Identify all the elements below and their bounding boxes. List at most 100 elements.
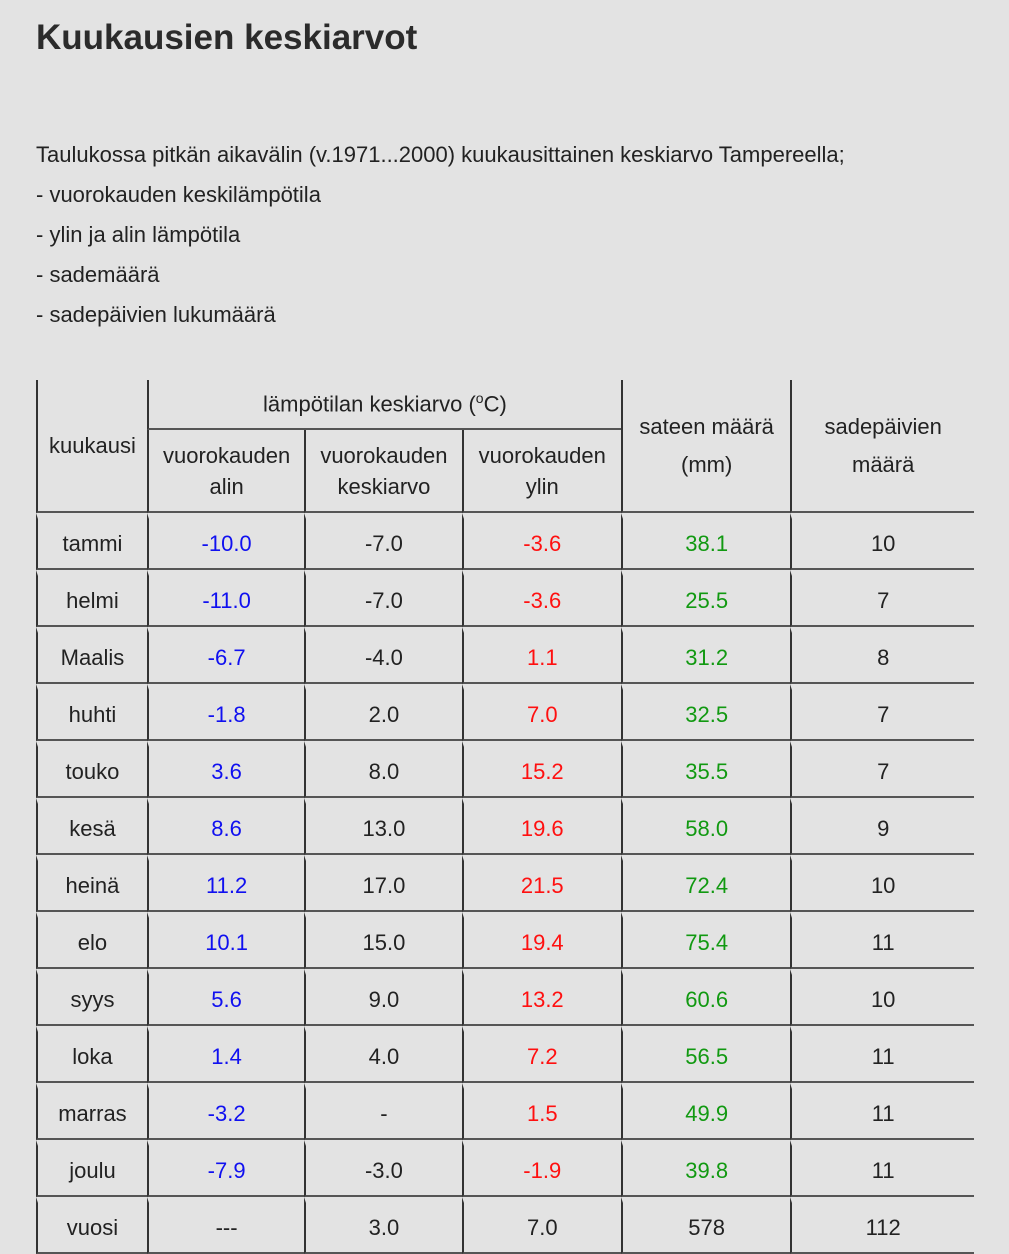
cell-avg: -7.0 <box>304 513 462 570</box>
cell-days: 10 <box>790 855 974 912</box>
cell-min: -3.2 <box>146 1083 305 1140</box>
climate-table: kuukausi lämpötilan keskiarvo (oC) satee… <box>36 380 974 1254</box>
table-row: marras -3.2-1.5 49.9 11 <box>36 1083 974 1140</box>
header-month: kuukausi <box>36 380 147 513</box>
cell-max: 7.2 <box>461 1026 621 1083</box>
cell-days: 10 <box>790 513 974 570</box>
cell-max: -1.9 <box>461 1140 621 1197</box>
cell-avg: 15.0 <box>304 912 462 969</box>
cell-month: vuosi <box>36 1197 147 1254</box>
cell-month: huhti <box>36 684 147 741</box>
cell-min: -6.7 <box>146 627 305 684</box>
cell-rain: 578 <box>620 1197 791 1254</box>
table-row: kesä 8.6 13.0 19.6 58.0 9 <box>36 798 974 855</box>
cell-min: 3.6 <box>146 741 305 798</box>
cell-days: 7 <box>790 684 974 741</box>
cell-days: 112 <box>790 1197 974 1254</box>
cell-max: 1.1 <box>461 627 621 684</box>
cell-days: 7 <box>790 741 974 798</box>
cell-rain: 75.4 <box>620 912 791 969</box>
table-row: Maalis -6.7 -4.0 1.1 31.2 8 <box>36 627 974 684</box>
cell-max: 13.2 <box>461 969 621 1026</box>
cell-avg: -3.0 <box>304 1140 462 1197</box>
cell-min: 11.2 <box>146 855 305 912</box>
cell-avg: -7.0 <box>304 570 462 627</box>
cell-days: 10 <box>790 969 974 1026</box>
intro-line: - ylin ja alin lämpötila <box>36 222 241 247</box>
cell-max: 1.5 <box>461 1083 621 1140</box>
cell-rain: 35.5 <box>620 741 791 798</box>
cell-month: helmi <box>36 570 147 627</box>
table-row: heinä 11.2 17.0 21.5 72.4 10 <box>36 855 974 912</box>
cell-days: 11 <box>790 1026 974 1083</box>
cell-min: -7.9 <box>146 1140 305 1197</box>
cell-rain: 56.5 <box>620 1026 791 1083</box>
cell-days: 11 <box>790 912 974 969</box>
cell-avg: 13.0 <box>304 798 462 855</box>
cell-avg: 17.0 <box>304 855 462 912</box>
intro-text: Taulukossa pitkän aikavälin (v.1971...20… <box>36 138 845 338</box>
table-row: touko 3.6 8.0 15.2 35.5 7 <box>36 741 974 798</box>
header-max: vuorokauden ylin <box>461 430 621 513</box>
cell-max: 7.0 <box>461 684 621 741</box>
cell-rain: 58.0 <box>620 798 791 855</box>
table-row: helmi -11.0 -7.0 -3.6 25.5 7 <box>36 570 974 627</box>
page-title: Kuukausien keskiarvot <box>36 18 418 57</box>
cell-avg: 4.0 <box>304 1026 462 1083</box>
header-avg: vuorokauden keskiarvo <box>304 430 462 513</box>
cell-min: 10.1 <box>146 912 305 969</box>
cell-month: touko <box>36 741 147 798</box>
cell-max: -3.6 <box>461 570 621 627</box>
cell-month: kesä <box>36 798 147 855</box>
header-rain: sateen määrä (mm) <box>620 380 791 513</box>
cell-min: --- <box>146 1197 305 1254</box>
intro-line: - sadepäivien lukumäärä <box>36 302 276 327</box>
cell-max: 7.0 <box>461 1197 621 1254</box>
cell-avg: 9.0 <box>304 969 462 1026</box>
cell-month: syys <box>36 969 147 1026</box>
cell-min: -1.8 <box>146 684 305 741</box>
intro-line: - vuorokauden keskilämpötila <box>36 182 321 207</box>
cell-rain: 38.1 <box>620 513 791 570</box>
cell-rain: 60.6 <box>620 969 791 1026</box>
cell-month: loka <box>36 1026 147 1083</box>
cell-days: 7 <box>790 570 974 627</box>
cell-min: -10.0 <box>146 513 305 570</box>
cell-max: 21.5 <box>461 855 621 912</box>
cell-rain: 25.5 <box>620 570 791 627</box>
cell-month: Maalis <box>36 627 147 684</box>
cell-avg: 2.0 <box>304 684 462 741</box>
cell-days: 9 <box>790 798 974 855</box>
cell-max: 19.4 <box>461 912 621 969</box>
cell-rain: 32.5 <box>620 684 791 741</box>
cell-rain: 72.4 <box>620 855 791 912</box>
table-row: elo 10.1 15.0 19.4 75.4 11 <box>36 912 974 969</box>
table-row: loka 1.4 4.0 7.2 56.5 11 <box>36 1026 974 1083</box>
table-row: huhti -1.8 2.0 7.0 32.5 7 <box>36 684 974 741</box>
cell-max: 15.2 <box>461 741 621 798</box>
table-total-row: vuosi --- 3.0 7.0 578 112 <box>36 1197 974 1254</box>
table-row: tammi -10.0 -7.0 -3.6 38.1 10 <box>36 513 974 570</box>
table-row: joulu -7.9 -3.0 -1.9 39.8 11 <box>36 1140 974 1197</box>
cell-max: 19.6 <box>461 798 621 855</box>
cell-days: 11 <box>790 1083 974 1140</box>
cell-avg: 8.0 <box>304 741 462 798</box>
cell-rain: 49.9 <box>620 1083 791 1140</box>
cell-month: marras <box>36 1083 147 1140</box>
cell-max: -3.6 <box>461 513 621 570</box>
cell-rain: 31.2 <box>620 627 791 684</box>
cell-month: tammi <box>36 513 147 570</box>
cell-avg: -4.0 <box>304 627 462 684</box>
cell-month: joulu <box>36 1140 147 1197</box>
intro-line: Taulukossa pitkän aikavälin (v.1971...20… <box>36 142 845 167</box>
header-rain-days: sadepäivien määrä <box>790 380 974 513</box>
header-temperature-group: lämpötilan keskiarvo (oC) <box>146 380 621 430</box>
table-row: syys 5.6 9.0 13.2 60.6 10 <box>36 969 974 1026</box>
cell-days: 11 <box>790 1140 974 1197</box>
cell-min: 1.4 <box>146 1026 305 1083</box>
cell-avg: - <box>304 1083 462 1140</box>
cell-avg: 3.0 <box>304 1197 462 1254</box>
cell-min: -11.0 <box>146 570 305 627</box>
cell-month: heinä <box>36 855 147 912</box>
cell-rain: 39.8 <box>620 1140 791 1197</box>
